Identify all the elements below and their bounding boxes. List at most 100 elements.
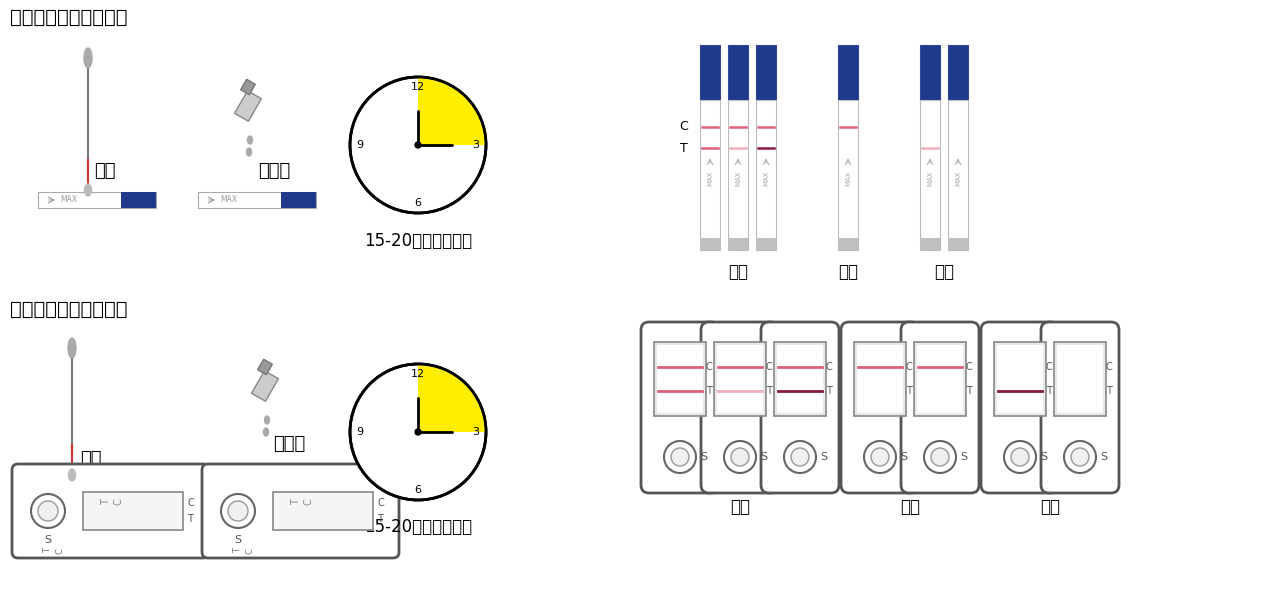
Circle shape [931, 448, 948, 466]
Text: C: C [55, 548, 64, 554]
Text: 3: 3 [472, 427, 480, 437]
FancyBboxPatch shape [1041, 322, 1119, 493]
Ellipse shape [247, 136, 252, 144]
Ellipse shape [264, 428, 269, 436]
Text: 3: 3 [472, 140, 480, 150]
FancyBboxPatch shape [12, 464, 209, 558]
Bar [1057, 345, 1103, 413]
Text: 6: 6 [415, 198, 421, 208]
Text: 稀释液: 稀释液 [273, 435, 305, 453]
Ellipse shape [69, 469, 76, 481]
Ellipse shape [84, 48, 92, 68]
Bar [914, 342, 966, 416]
Ellipse shape [265, 416, 270, 424]
Text: C: C [1046, 362, 1052, 372]
Text: 样本: 样本 [93, 162, 115, 180]
Circle shape [228, 501, 248, 521]
Bar [777, 345, 823, 413]
Text: 6: 6 [415, 485, 421, 495]
FancyBboxPatch shape [980, 322, 1059, 493]
Circle shape [415, 429, 421, 435]
Text: S: S [760, 452, 767, 462]
Bar [700, 238, 719, 250]
Bar [728, 45, 748, 100]
Text: T: T [378, 514, 383, 524]
Text: 样本: 样本 [79, 450, 101, 468]
Circle shape [1004, 441, 1036, 473]
Text: C: C [826, 362, 833, 372]
Polygon shape [257, 359, 273, 374]
Text: S: S [1100, 452, 1107, 462]
Bar [1053, 342, 1106, 416]
Wedge shape [419, 365, 485, 432]
FancyBboxPatch shape [841, 322, 919, 493]
Bar [38, 192, 156, 208]
Text: 无效: 无效 [934, 263, 954, 281]
Text: T: T [187, 514, 193, 524]
Text: 15-20分钟读取结果: 15-20分钟读取结果 [364, 518, 472, 536]
FancyBboxPatch shape [701, 322, 780, 493]
Text: 卡型产品检测示意图：: 卡型产品检测示意图： [10, 300, 128, 319]
Bar [273, 492, 372, 530]
Text: S: S [700, 452, 707, 462]
Text: T: T [1046, 386, 1052, 396]
Polygon shape [241, 79, 255, 95]
FancyBboxPatch shape [641, 322, 719, 493]
Text: C: C [680, 120, 689, 134]
Bar [728, 238, 748, 250]
Bar [838, 45, 858, 100]
Text: S: S [234, 535, 242, 545]
Text: T: T [1106, 386, 1112, 396]
Circle shape [415, 142, 421, 148]
Circle shape [1071, 448, 1089, 466]
Text: MAX: MAX [735, 170, 741, 186]
Text: C: C [707, 362, 713, 372]
Text: C: C [1106, 362, 1112, 372]
Wedge shape [419, 78, 485, 145]
Text: T: T [966, 386, 972, 396]
Bar [838, 100, 858, 250]
Circle shape [870, 448, 890, 466]
Circle shape [783, 441, 817, 473]
Bar [700, 100, 719, 250]
Bar [774, 342, 826, 416]
Polygon shape [234, 91, 261, 121]
Text: 9: 9 [356, 140, 364, 150]
Bar [920, 238, 940, 250]
Text: T: T [707, 386, 712, 396]
Circle shape [349, 77, 486, 213]
Text: 15-20分钟读取结果: 15-20分钟读取结果 [364, 232, 472, 250]
Circle shape [221, 494, 255, 528]
Ellipse shape [84, 184, 91, 196]
Circle shape [1064, 441, 1096, 473]
Text: T: T [680, 141, 689, 155]
Bar [997, 345, 1043, 413]
Circle shape [671, 448, 689, 466]
Text: 稀释液: 稀释液 [259, 162, 291, 180]
Text: MAX: MAX [60, 196, 77, 205]
Bar [920, 100, 940, 250]
Bar [717, 345, 763, 413]
Text: MAX: MAX [955, 170, 961, 186]
Circle shape [924, 441, 956, 473]
Bar [83, 492, 183, 530]
Bar [916, 345, 963, 413]
Text: 12: 12 [411, 369, 425, 379]
Bar [728, 100, 748, 250]
Text: S: S [45, 535, 51, 545]
Circle shape [31, 494, 65, 528]
Text: T: T [765, 386, 772, 396]
Bar [700, 45, 719, 100]
Text: S: S [820, 452, 827, 462]
Circle shape [664, 441, 696, 473]
Text: 9: 9 [356, 427, 364, 437]
Ellipse shape [68, 338, 76, 358]
Text: C: C [378, 498, 384, 509]
Circle shape [724, 441, 756, 473]
Bar [657, 345, 703, 413]
Text: C: C [765, 362, 773, 372]
Text: 条型产品检测示意图：: 条型产品检测示意图： [10, 8, 128, 27]
Circle shape [791, 448, 809, 466]
Text: S: S [1039, 452, 1047, 462]
Text: 阳性: 阳性 [730, 498, 750, 516]
